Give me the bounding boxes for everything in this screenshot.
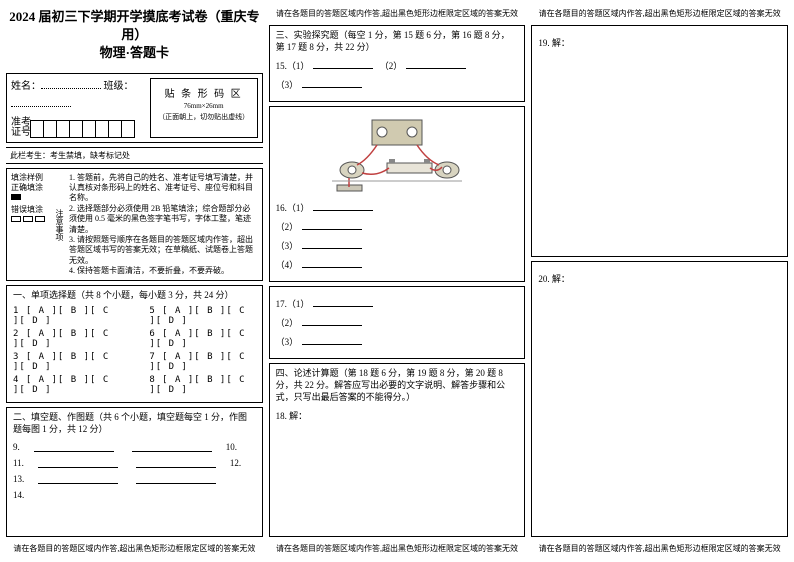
barcode-title: 贴 条 形 码 区 [153, 85, 255, 100]
fill-right: 1. 答题前，先将自己的姓名、准考证号填写清楚，并认真核对条形码上的姓名、准考证… [69, 173, 258, 277]
mcq-1[interactable]: 1 [ A ][ B ][ C ][ D ] [13, 306, 119, 326]
q19: 19. 解： [538, 38, 570, 48]
class-blank[interactable] [11, 97, 71, 107]
ticket-label: 准考证号 [11, 118, 31, 138]
mcq-3[interactable]: 3 [ A ][ B ][ C ][ D ] [13, 352, 119, 372]
name-box: 姓名： 班级： 准考证号 [11, 78, 144, 138]
mcq-6[interactable]: 6 [ A ][ B ][ C ][ D ] [149, 329, 255, 349]
q10: 10. [226, 442, 237, 452]
mcq-7[interactable]: 7 [ A ][ B ][ C ][ D ] [149, 352, 255, 372]
name-label: 姓名： [11, 81, 41, 92]
correct-label: 正确填涂 [11, 183, 47, 193]
title-line1: 2024 届初三下学期开学摸底考试卷（重庆专用） [6, 8, 263, 44]
notice-strip: 此栏考生：考生禁填，缺考标记处 [6, 147, 263, 164]
q13-blank2[interactable] [136, 474, 216, 484]
q13: 13. [13, 474, 24, 484]
warning-3: 请在各题目的答题区域内作答,超出黑色矩形边框限定区域的答案无效 [531, 541, 788, 556]
fill-mid: 注意事项 [51, 173, 65, 277]
column-3: 请在各题目的答题区域内作答,超出黑色矩形边框限定区域的答案无效 19. 解： 2… [531, 6, 788, 556]
q9-blank1[interactable] [34, 442, 114, 452]
q11-blank1[interactable] [38, 458, 118, 468]
fill-title: 填涂样例 [11, 173, 47, 183]
q15-2: （2） [380, 61, 403, 71]
section-2: 二、填空题、作图题（共 6 个小题，填空题每空 1 分，作图题每图 1 分，共 … [6, 407, 263, 537]
class-label: 班级： [104, 81, 134, 92]
q16-2: （2） [276, 222, 299, 232]
section-4: 四、论述计算题（第 18 题 6 分，第 19 题 8 分，第 20 题 8 分… [269, 363, 526, 537]
q15-1: 15.（1） [276, 61, 310, 71]
name-blank[interactable] [41, 79, 101, 89]
q11-blank2[interactable] [136, 458, 216, 468]
column-1: 2024 届初三下学期开学摸底考试卷（重庆专用） 物理·答题卡 姓名： 班级： … [6, 6, 263, 556]
section-5a: 19. 解： [531, 25, 788, 257]
section-1: 一、单项选择题（共 8 个小题，每小题 3 分，共 24 分） 1 [ A ][… [6, 285, 263, 403]
section-5b: 20. 解： [531, 261, 788, 537]
q17-1: 17.（1） [276, 299, 310, 309]
q15-3: （3） [276, 80, 299, 90]
q16-b3[interactable] [302, 239, 362, 249]
section3-title: 三、实验探究题（每空 1 分，第 15 题 6 分，第 16 题 8 分，第 1… [276, 30, 519, 53]
wrong-mark-2 [23, 216, 33, 222]
section-3c: 17.（1） （2） （3） [269, 286, 526, 359]
mcq-5[interactable]: 5 [ A ][ B ][ C ][ D ] [149, 306, 255, 326]
q16-b4[interactable] [302, 258, 362, 268]
section-3a: 三、实验探究题（每空 1 分，第 15 题 6 分，第 16 题 8 分，第 1… [269, 25, 526, 102]
mcq-8[interactable]: 8 [ A ][ B ][ C ][ D ] [149, 375, 255, 395]
q17-2: （2） [276, 318, 299, 328]
q15-b2[interactable] [406, 59, 466, 69]
q9-blank2[interactable] [132, 442, 212, 452]
q16-4: （4） [276, 260, 299, 270]
page-title: 2024 届初三下学期开学摸底考试卷（重庆专用） 物理·答题卡 [6, 6, 263, 69]
warning-2: 请在各题目的答题区域内作答,超出黑色矩形边框限定区域的答案无效 [269, 541, 526, 556]
wrong-mark-3 [35, 216, 45, 222]
q15-b1[interactable] [313, 59, 373, 69]
q18: 18. 解： [276, 411, 308, 421]
q16-1: 16.（1） [276, 203, 310, 213]
barcode-sub1: 76mm×26mm [153, 102, 255, 110]
q17-b2[interactable] [302, 316, 362, 326]
q16-b2[interactable] [302, 220, 362, 230]
section4-title: 四、论述计算题（第 18 题 6 分，第 19 题 8 分，第 20 题 8 分… [276, 368, 519, 403]
section-3b: 16.（1） （2） （3） （4） [269, 106, 526, 282]
q12: 12. [230, 458, 241, 468]
warning-top-3: 请在各题目的答题区域内作答,超出黑色矩形边框限定区域的答案无效 [531, 6, 788, 21]
correct-mark [11, 194, 21, 200]
note-3: 3. 请按照题号顺序在各题目的答题区域内作答，超出答题区域书写的答案无效；在草稿… [69, 235, 258, 266]
q16-b1[interactable] [313, 201, 373, 211]
q17-b1[interactable] [313, 297, 373, 307]
q16-3: （3） [276, 241, 299, 251]
header-row: 姓名： 班级： 准考证号 贴 条 形 码 区 76mm×26mm （正面朝上，切… [6, 73, 263, 143]
wrong-mark-1 [11, 216, 21, 222]
q13-blank1[interactable] [38, 474, 118, 484]
q14: 14. [13, 490, 24, 500]
column-2: 请在各题目的答题区域内作答,超出黑色矩形边框限定区域的答案无效 三、实验探究题（… [269, 6, 526, 556]
q9: 9. [13, 442, 20, 452]
note-1: 1. 答题前，先将自己的姓名、准考证号填写清楚，并认真核对条形码上的姓名、准考证… [69, 173, 258, 204]
barcode-area: 贴 条 形 码 区 76mm×26mm （正面朝上，切勿贴出虚线） [150, 78, 258, 138]
q15-b3[interactable] [302, 78, 362, 88]
fill-left: 填涂样例 正确填涂 错误填涂 [11, 173, 47, 277]
q20: 20. 解： [538, 274, 570, 284]
title-line2: 物理·答题卡 [6, 44, 263, 62]
note-2: 2. 选择题部分必须使用 2B 铅笔填涂；综合题部分必须使用 0.5 毫米的黑色… [69, 204, 258, 235]
q11: 11. [13, 458, 24, 468]
barcode-sub2: （正面朝上，切勿贴出虚线） [153, 112, 255, 122]
section1-title: 一、单项选择题（共 8 个小题，每小题 3 分，共 24 分） [13, 290, 256, 302]
note-4: 4. 保持答题卡面清洁，不要折叠，不要弄破。 [69, 266, 258, 276]
mcq-2[interactable]: 2 [ A ][ B ][ C ][ D ] [13, 329, 119, 349]
wrong-label: 错误填涂 [11, 205, 47, 215]
mcq-4[interactable]: 4 [ A ][ B ][ C ][ D ] [13, 375, 119, 395]
warning-1: 请在各题目的答题区域内作答,超出黑色矩形边框限定区域的答案无效 [6, 541, 263, 556]
q17-3: （3） [276, 337, 299, 347]
ticket-grid[interactable] [31, 120, 135, 138]
fill-example-box: 填涂样例 正确填涂 错误填涂 注意事项 1. 答题前，先将自己的姓名、准考证号填… [6, 168, 263, 282]
experiment-diagram [327, 115, 467, 195]
section2-title: 二、填空题、作图题（共 6 个小题，填空题每空 1 分，作图题每图 1 分，共 … [13, 412, 256, 435]
warning-top-2: 请在各题目的答题区域内作答,超出黑色矩形边框限定区域的答案无效 [269, 6, 526, 21]
q17-b3[interactable] [302, 335, 362, 345]
